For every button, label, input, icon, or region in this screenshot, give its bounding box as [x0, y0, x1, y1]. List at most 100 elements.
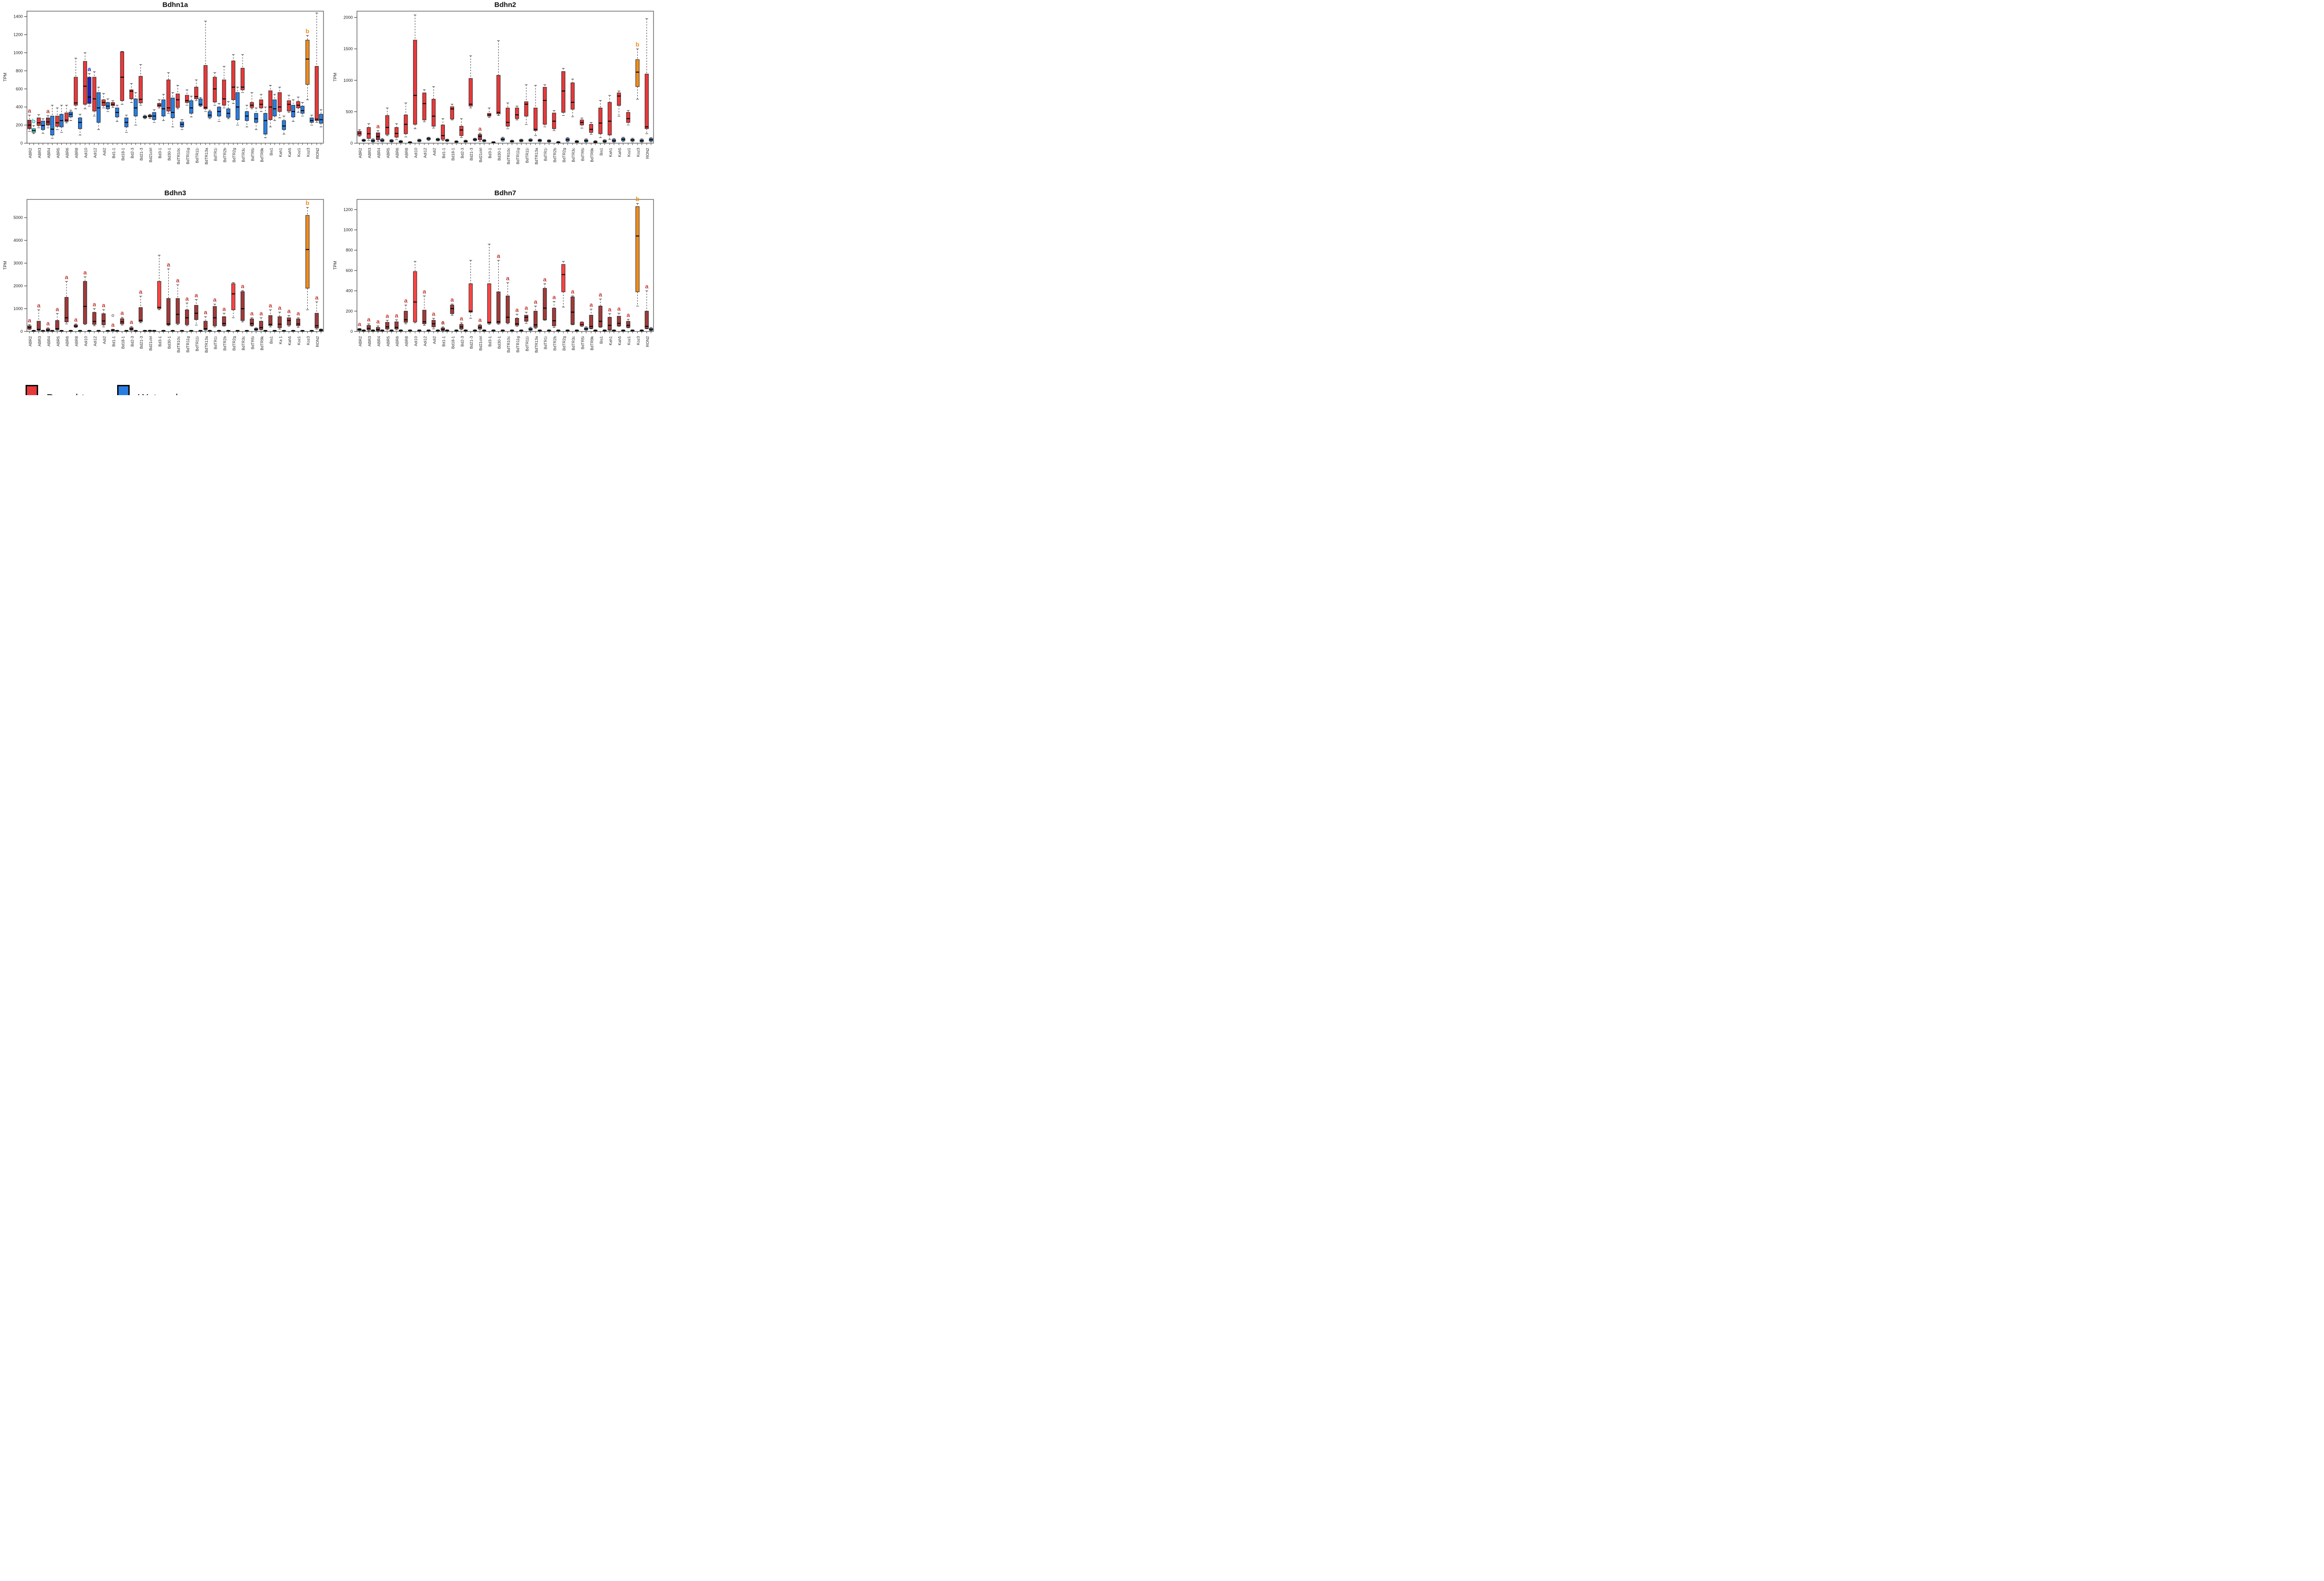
- svg-text:Bd21ctrl: Bd21ctrl: [148, 148, 153, 162]
- svg-text:ABR3: ABR3: [367, 336, 372, 346]
- svg-text:Bis1: Bis1: [599, 336, 603, 344]
- svg-text:Bd21ctrl: Bd21ctrl: [148, 336, 153, 351]
- svg-text:Bd3-1: Bd3-1: [158, 336, 162, 347]
- svg-text:Bd1-1: Bd1-1: [111, 148, 116, 159]
- panel-bdhn1a: Bdhn1a TPM 0 200 400 600 800 1000 1200 1400 ABR2 AB…: [0, 0, 330, 188]
- svg-text:ABR8: ABR8: [74, 336, 79, 346]
- svg-text:Koz1: Koz1: [297, 336, 301, 345]
- legend-item-drought: Drought: [26, 385, 85, 395]
- svg-text:a: a: [589, 301, 593, 308]
- svg-text:BdTR5i: BdTR5i: [580, 336, 585, 349]
- svg-text:b: b: [306, 28, 310, 35]
- figure-page: Bdhn1a TPM 0 200 400 600 800 1000 1200 1400 ABR2 AB…: [0, 0, 664, 395]
- svg-text:a: a: [83, 269, 87, 276]
- svg-text:Koz3: Koz3: [306, 336, 310, 345]
- svg-text:Kah1: Kah1: [278, 148, 283, 157]
- svg-text:ABR2: ABR2: [28, 336, 33, 346]
- svg-text:a: a: [74, 316, 78, 323]
- svg-text:a: a: [395, 312, 399, 319]
- svg-text:Adi10: Adi10: [84, 148, 88, 158]
- svg-text:ABR4: ABR4: [46, 148, 51, 158]
- svg-text:BdTR2b: BdTR2b: [553, 336, 557, 351]
- svg-text:BdTR11i: BdTR11i: [195, 336, 199, 351]
- bottom-row: Bdhn3 TPM 0 1000 2000 3000 4000 5000 ABR2 ABR3 ABR…: [0, 188, 664, 377]
- svg-text:1000: 1000: [13, 50, 23, 55]
- svg-text:BdTR11g: BdTR11g: [515, 336, 520, 353]
- svg-text:Bd3-1: Bd3-1: [488, 148, 492, 159]
- drought-box-icon: [26, 385, 38, 395]
- svg-text:Kah5: Kah5: [287, 148, 292, 157]
- svg-text:BdTR10c: BdTR10c: [176, 336, 181, 352]
- svg-text:a: a: [28, 107, 32, 114]
- svg-text:ABR8: ABR8: [404, 148, 409, 158]
- svg-text:a: a: [269, 302, 272, 309]
- svg-text:800: 800: [16, 68, 23, 73]
- svg-text:1000: 1000: [343, 228, 353, 232]
- svg-text:Koz1: Koz1: [627, 148, 631, 157]
- svg-text:a: a: [506, 275, 510, 282]
- svg-text:4000: 4000: [13, 238, 23, 243]
- svg-text:BdTR2b: BdTR2b: [553, 148, 557, 162]
- svg-text:Bd3-1: Bd3-1: [158, 148, 162, 159]
- svg-text:BdTR2g: BdTR2g: [232, 148, 237, 162]
- svg-text:Bd21-3: Bd21-3: [469, 336, 474, 349]
- svg-text:ABR2: ABR2: [358, 336, 363, 346]
- svg-text:a: a: [176, 277, 180, 284]
- svg-text:400: 400: [16, 105, 23, 109]
- top-row: Bdhn1a TPM 0 200 400 600 800 1000 1200 1400 ABR2 AB…: [0, 0, 664, 188]
- svg-text:Kah5: Kah5: [617, 148, 622, 157]
- svg-text:BdTR5i: BdTR5i: [250, 148, 255, 161]
- svg-text:a: a: [102, 302, 106, 309]
- svg-text:a: a: [543, 276, 547, 283]
- svg-text:ABR8: ABR8: [404, 336, 409, 346]
- svg-text:a: a: [56, 305, 59, 312]
- svg-text:TPM: TPM: [3, 261, 7, 270]
- svg-text:Adi12: Adi12: [93, 336, 98, 346]
- svg-text:BdTR9k: BdTR9k: [259, 336, 264, 350]
- svg-text:BdTR5i: BdTR5i: [580, 148, 585, 161]
- svg-text:BdTR10c: BdTR10c: [506, 147, 511, 164]
- svg-text:a: a: [497, 252, 501, 259]
- svg-text:BdTR13a: BdTR13a: [204, 336, 209, 353]
- svg-text:a: a: [358, 320, 362, 327]
- svg-text:a: a: [525, 304, 528, 311]
- svg-text:Bdhn3: Bdhn3: [165, 189, 186, 197]
- svg-text:a: a: [534, 298, 538, 305]
- svg-text:Bd21ctrl: Bd21ctrl: [478, 148, 483, 162]
- svg-text:1200: 1200: [343, 207, 353, 212]
- svg-text:a: a: [46, 320, 50, 327]
- svg-text:a: a: [478, 125, 482, 132]
- svg-text:ABR3: ABR3: [367, 148, 372, 158]
- svg-text:Bd18-1: Bd18-1: [450, 148, 455, 161]
- svg-text:a: a: [627, 311, 630, 318]
- svg-text:BdTR2g: BdTR2g: [232, 336, 237, 351]
- svg-text:a: a: [204, 309, 208, 316]
- svg-text:1000: 1000: [343, 78, 353, 83]
- svg-text:a: a: [195, 291, 198, 298]
- svg-text:b: b: [306, 199, 310, 206]
- svg-text:Bd21-3: Bd21-3: [469, 148, 474, 161]
- svg-text:BdTR13a: BdTR13a: [204, 148, 209, 165]
- svg-text:a: a: [241, 283, 244, 290]
- svg-text:Kah5: Kah5: [287, 336, 292, 345]
- svg-text:ABR5: ABR5: [56, 148, 60, 158]
- svg-text:a: a: [515, 306, 519, 313]
- svg-text:a: a: [222, 305, 226, 312]
- svg-text:BdTR11g: BdTR11g: [515, 148, 520, 165]
- svg-text:ABR6: ABR6: [395, 336, 400, 346]
- svg-text:ABR5: ABR5: [56, 336, 60, 346]
- svg-text:Bd2-3: Bd2-3: [130, 148, 134, 159]
- svg-text:1500: 1500: [343, 46, 353, 51]
- svg-text:Bd18-1: Bd18-1: [120, 148, 125, 161]
- svg-text:Koz1: Koz1: [297, 148, 301, 157]
- svg-text:BdTR1i: BdTR1i: [543, 336, 548, 349]
- svg-text:a: a: [130, 318, 133, 325]
- svg-text:200: 200: [16, 123, 23, 127]
- svg-text:Kah1: Kah1: [608, 148, 613, 157]
- svg-text:BdTR9k: BdTR9k: [259, 147, 264, 162]
- svg-text:Bdhn1a: Bdhn1a: [162, 1, 188, 9]
- svg-text:a: a: [278, 304, 282, 311]
- svg-text:Bis1: Bis1: [269, 148, 273, 156]
- svg-text:0: 0: [350, 329, 353, 334]
- legend-label-drought: Drought: [46, 392, 85, 396]
